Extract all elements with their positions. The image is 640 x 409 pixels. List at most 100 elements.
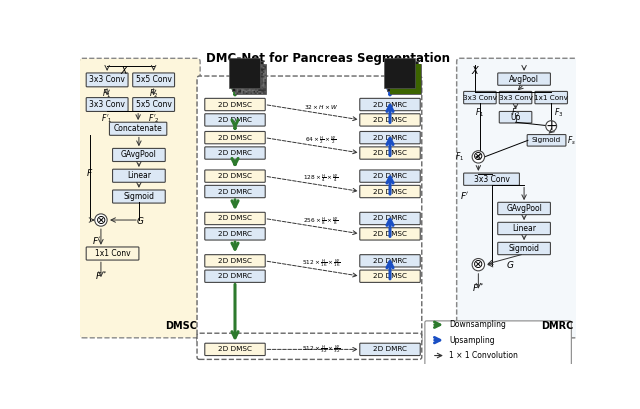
FancyBboxPatch shape [205, 147, 265, 159]
FancyBboxPatch shape [498, 73, 550, 85]
Text: $F'_1$: $F'_1$ [101, 112, 113, 125]
Text: 5x5 Conv: 5x5 Conv [136, 100, 172, 109]
Text: 2D DMSC: 2D DMSC [218, 258, 252, 264]
Text: 2D DMSC: 2D DMSC [373, 150, 407, 156]
Bar [229, 58, 260, 88]
Text: Downsampling: Downsampling [449, 320, 506, 329]
FancyBboxPatch shape [498, 202, 550, 215]
FancyBboxPatch shape [457, 58, 577, 338]
Text: ⊗: ⊗ [95, 213, 106, 227]
FancyBboxPatch shape [360, 131, 420, 144]
Text: 2D DMRC: 2D DMRC [373, 216, 407, 222]
FancyBboxPatch shape [86, 73, 128, 87]
FancyBboxPatch shape [360, 255, 420, 267]
FancyBboxPatch shape [360, 270, 420, 282]
Text: 2D DMSC: 2D DMSC [218, 346, 252, 353]
Text: 2D DMSC: 2D DMSC [218, 135, 252, 141]
FancyBboxPatch shape [197, 76, 422, 342]
FancyBboxPatch shape [498, 222, 550, 235]
FancyBboxPatch shape [463, 92, 496, 104]
Text: $G$: $G$ [136, 214, 145, 225]
Bar [235, 65, 266, 94]
Bar [387, 61, 418, 91]
Text: 3x3 Conv: 3x3 Conv [89, 100, 125, 109]
Text: $32\times H\times W$: $32\times H\times W$ [304, 103, 338, 111]
Text: DMC-Net for Pancreas Segmentation: DMC-Net for Pancreas Segmentation [206, 52, 450, 65]
FancyBboxPatch shape [360, 343, 420, 355]
FancyBboxPatch shape [197, 333, 422, 360]
Circle shape [546, 121, 557, 131]
Text: ⊗: ⊗ [473, 258, 484, 271]
Text: Linear: Linear [127, 171, 151, 180]
Text: $F'_2$: $F'_2$ [148, 112, 159, 125]
Text: 2D DMSC: 2D DMSC [373, 117, 407, 123]
Text: +: + [545, 119, 557, 133]
FancyBboxPatch shape [360, 98, 420, 111]
Text: Concatenate: Concatenate [114, 124, 163, 133]
FancyBboxPatch shape [360, 114, 420, 126]
FancyBboxPatch shape [463, 173, 520, 185]
Text: AvgPool: AvgPool [509, 74, 539, 83]
Text: 1x1 Conv: 1x1 Conv [95, 249, 131, 258]
Text: $512\times\frac{H}{32}\times\frac{W}{32}$: $512\times\frac{H}{32}\times\frac{W}{32}… [301, 344, 340, 355]
Text: DMSC: DMSC [166, 321, 198, 330]
Text: $64\times\frac{H}{2}\times\frac{W}{2}$: $64\times\frac{H}{2}\times\frac{W}{2}$ [305, 134, 337, 146]
FancyBboxPatch shape [86, 247, 139, 260]
Text: $F_2$: $F_2$ [511, 106, 520, 119]
Text: GAvgPool: GAvgPool [506, 204, 542, 213]
FancyBboxPatch shape [205, 212, 265, 225]
Text: 2D DMRC: 2D DMRC [218, 150, 252, 156]
FancyBboxPatch shape [113, 148, 165, 162]
Text: $F_3$: $F_3$ [554, 106, 563, 119]
FancyBboxPatch shape [109, 122, 167, 135]
Text: 1 × 1 Convolution: 1 × 1 Convolution [449, 351, 518, 360]
Text: Linear: Linear [512, 224, 536, 233]
Text: $X$: $X$ [470, 64, 480, 76]
Text: 2D DMRC: 2D DMRC [373, 101, 407, 108]
FancyBboxPatch shape [79, 58, 200, 338]
Text: 3x3 Conv: 3x3 Conv [89, 75, 125, 84]
Text: $F^*$: $F^*$ [472, 281, 484, 294]
FancyBboxPatch shape [499, 111, 532, 123]
Text: $512\times\frac{H}{16}\times\frac{W}{16}$: $512\times\frac{H}{16}\times\frac{W}{16}… [301, 257, 340, 269]
Text: $F^*$: $F^*$ [95, 270, 107, 283]
Text: 2D DMRC: 2D DMRC [218, 189, 252, 195]
FancyBboxPatch shape [527, 135, 566, 146]
FancyBboxPatch shape [205, 255, 265, 267]
Text: Sigmoid: Sigmoid [509, 244, 540, 253]
Text: $128\times\frac{H}{4}\times\frac{W}{4}$: $128\times\frac{H}{4}\times\frac{W}{4}$ [303, 173, 339, 184]
Circle shape [472, 151, 484, 163]
Text: Sigmoid: Sigmoid [532, 137, 561, 143]
Bar [384, 58, 415, 88]
Text: $F'$: $F'$ [460, 190, 469, 201]
Text: $F_1$: $F_1$ [102, 88, 112, 100]
FancyBboxPatch shape [535, 92, 568, 104]
Bar [232, 61, 263, 91]
Text: 2D DMSC: 2D DMSC [373, 273, 407, 279]
Text: 3x3 Conv: 3x3 Conv [474, 175, 509, 184]
FancyBboxPatch shape [360, 212, 420, 225]
Text: DMRC: DMRC [541, 321, 573, 330]
FancyBboxPatch shape [205, 228, 265, 240]
FancyBboxPatch shape [132, 98, 175, 111]
Text: $F_1$: $F_1$ [455, 151, 465, 163]
Text: 2D DMSC: 2D DMSC [218, 101, 252, 108]
Text: 2D DMRC: 2D DMRC [373, 173, 407, 179]
Text: $G$: $G$ [506, 259, 515, 270]
Circle shape [472, 258, 484, 271]
Text: 3x3 Conv: 3x3 Conv [463, 94, 497, 101]
Text: $256\times\frac{H}{8}\times\frac{W}{8}$: $256\times\frac{H}{8}\times\frac{W}{8}$ [303, 215, 339, 227]
FancyBboxPatch shape [205, 131, 265, 144]
FancyBboxPatch shape [360, 170, 420, 182]
Text: 2D DMRC: 2D DMRC [218, 273, 252, 279]
Text: Sigmoid: Sigmoid [124, 192, 154, 201]
FancyBboxPatch shape [360, 228, 420, 240]
FancyBboxPatch shape [498, 243, 550, 255]
FancyBboxPatch shape [86, 98, 128, 111]
FancyBboxPatch shape [205, 270, 265, 282]
Text: 2D DMRC: 2D DMRC [373, 258, 407, 264]
FancyBboxPatch shape [360, 185, 420, 198]
FancyBboxPatch shape [360, 147, 420, 159]
Text: ⊗: ⊗ [473, 151, 484, 163]
Text: 1x1 Conv: 1x1 Conv [534, 94, 568, 101]
